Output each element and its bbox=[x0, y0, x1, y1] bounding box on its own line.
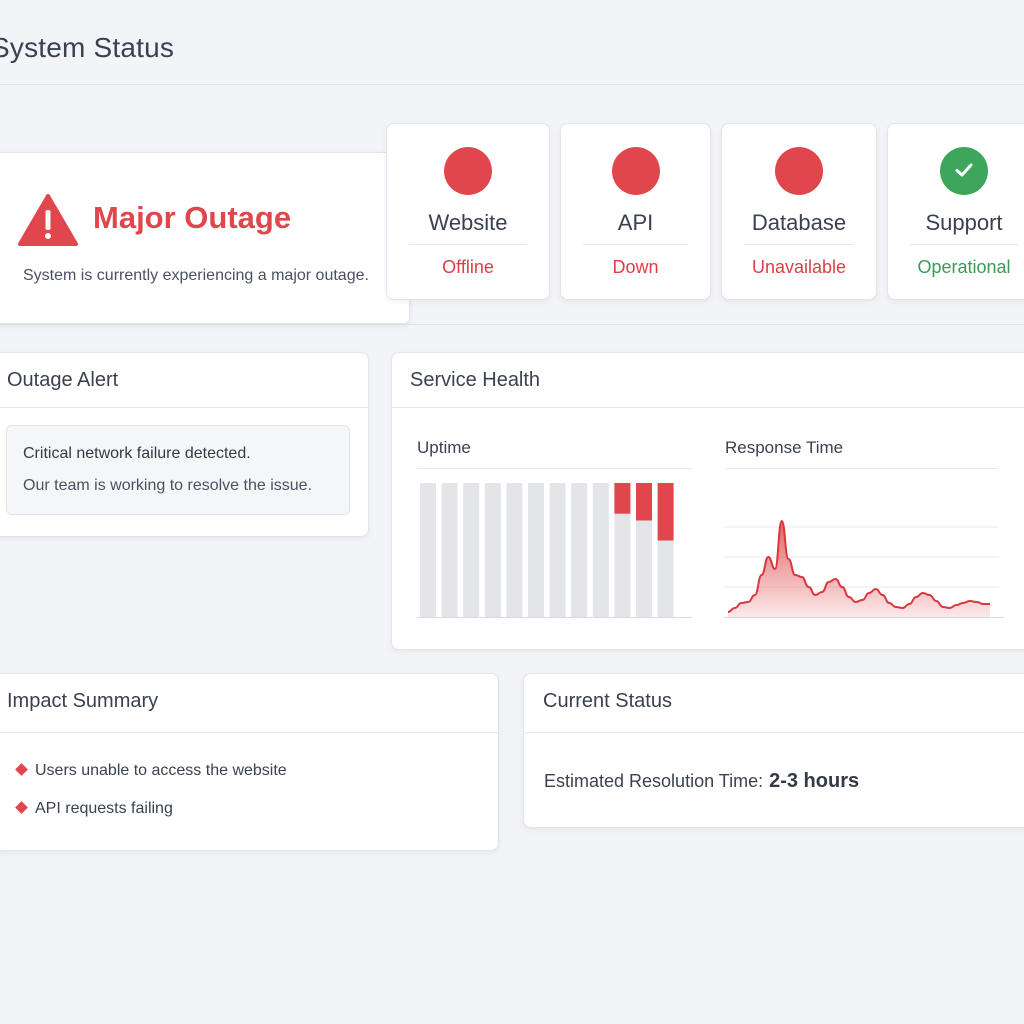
service-name: API bbox=[617, 210, 654, 235]
chart-divider bbox=[417, 468, 692, 469]
uptime-bar bbox=[571, 483, 588, 617]
uptime-bar bbox=[484, 483, 501, 617]
tile-divider bbox=[409, 244, 527, 245]
outage-description: System is currently experiencing a major… bbox=[23, 267, 369, 284]
uptime-bar-down-segment bbox=[657, 483, 674, 541]
alert-message: Critical network failure detected. bbox=[23, 445, 251, 462]
card-title: Outage Alert bbox=[7, 369, 119, 391]
impact-item: API requests failing bbox=[15, 800, 173, 818]
card-title: Service Health bbox=[410, 369, 541, 391]
card-header: Current Status bbox=[524, 674, 1024, 733]
uptime-bar-up-segment bbox=[420, 483, 436, 617]
current-status-card: Current Status Estimated Resolution Time… bbox=[523, 673, 1024, 828]
status-dot-icon bbox=[444, 147, 492, 195]
status-dot-icon bbox=[611, 147, 660, 195]
uptime-bar-down-segment bbox=[636, 483, 652, 521]
card-header: Impact Summary bbox=[0, 674, 498, 733]
service-tile-api[interactable]: API Down bbox=[560, 123, 711, 300]
uptime-bar bbox=[592, 483, 609, 617]
response-time-line bbox=[727, 519, 990, 613]
uptime-bar-up-segment bbox=[463, 483, 480, 617]
tile-divider bbox=[744, 244, 854, 245]
uptime-bar bbox=[441, 483, 458, 617]
uptime-bar-up-segment bbox=[441, 483, 458, 617]
uptime-bar bbox=[549, 483, 566, 617]
page-title: System Status bbox=[0, 32, 175, 63]
uptime-bar-up-segment bbox=[592, 483, 609, 617]
uptime-bar bbox=[636, 483, 652, 617]
uptime-bar-up-segment bbox=[657, 540, 674, 617]
uptime-bar-down-segment bbox=[614, 483, 631, 514]
diamond-bullet-icon bbox=[15, 801, 28, 814]
header-divider bbox=[0, 84, 1024, 85]
uptime-bar-up-segment bbox=[614, 513, 631, 617]
uptime-bar-up-segment bbox=[549, 483, 566, 617]
outage-banner: Major Outage System is currently experie… bbox=[0, 152, 410, 324]
uptime-bar-up-segment bbox=[484, 483, 501, 617]
impact-item-text: API requests failing bbox=[35, 800, 173, 817]
warning-triangle-icon bbox=[18, 194, 78, 246]
outage-alert-card: Outage Alert Critical network failure de… bbox=[0, 352, 369, 537]
uptime-bar bbox=[506, 483, 523, 617]
response-time-area-chart bbox=[724, 519, 1004, 618]
tile-divider bbox=[910, 244, 1018, 245]
tile-divider bbox=[583, 244, 688, 245]
card-header: Service Health bbox=[392, 353, 1024, 408]
uptime-bar-up-segment bbox=[571, 483, 588, 617]
alert-message-box: Critical network failure detected. Our t… bbox=[6, 425, 350, 515]
uptime-bar-up-segment bbox=[636, 520, 652, 617]
uptime-bar-up-segment bbox=[528, 483, 544, 617]
service-health-card: Service Health Uptime Response Time bbox=[391, 352, 1024, 650]
service-tile-website[interactable]: Website Offline bbox=[386, 123, 550, 300]
uptime-bar bbox=[528, 483, 544, 617]
checkmark-icon bbox=[955, 163, 973, 177]
eta-label: Estimated Resolution Time: bbox=[544, 771, 764, 791]
uptime-bar bbox=[657, 483, 674, 617]
response-time-chart-title: Response Time bbox=[725, 438, 844, 457]
service-name: Support bbox=[925, 210, 1003, 235]
impact-item: Users unable to access the website bbox=[15, 762, 287, 780]
response-time-area bbox=[728, 521, 990, 617]
uptime-chart-title: Uptime bbox=[417, 438, 471, 457]
impact-item-text: Users unable to access the website bbox=[35, 762, 287, 779]
service-tile-database[interactable]: Database Unavailable bbox=[721, 123, 877, 300]
service-status: Offline bbox=[442, 257, 494, 277]
status-dot-icon bbox=[940, 147, 988, 195]
uptime-bar-chart bbox=[417, 483, 692, 618]
uptime-bar bbox=[614, 483, 631, 617]
outage-title: Major Outage bbox=[93, 200, 292, 235]
uptime-bar bbox=[420, 483, 436, 617]
chart-divider bbox=[725, 468, 998, 469]
service-name: Website bbox=[428, 210, 508, 235]
impact-summary-card: Impact Summary Users unable to access th… bbox=[0, 673, 499, 851]
service-tile-support[interactable]: Support Operational bbox=[887, 123, 1024, 300]
service-status: Operational bbox=[917, 257, 1011, 277]
section-divider bbox=[0, 324, 1024, 325]
uptime-bar bbox=[463, 483, 480, 617]
status-dot-icon bbox=[775, 147, 823, 195]
service-status: Down bbox=[612, 257, 659, 277]
service-name: Database bbox=[751, 210, 847, 235]
card-title: Current Status bbox=[543, 690, 672, 712]
uptime-bar-up-segment bbox=[506, 483, 523, 617]
card-header: Outage Alert bbox=[0, 353, 368, 408]
eta-value: 2-3 hours bbox=[769, 770, 860, 792]
service-status: Unavailable bbox=[751, 257, 847, 277]
diamond-bullet-icon bbox=[15, 763, 28, 776]
eta-row: Estimated Resolution Time: 2-3 hours bbox=[544, 770, 859, 793]
alert-detail: Our team is working to resolve the issue… bbox=[23, 477, 313, 494]
card-title: Impact Summary bbox=[7, 690, 159, 712]
